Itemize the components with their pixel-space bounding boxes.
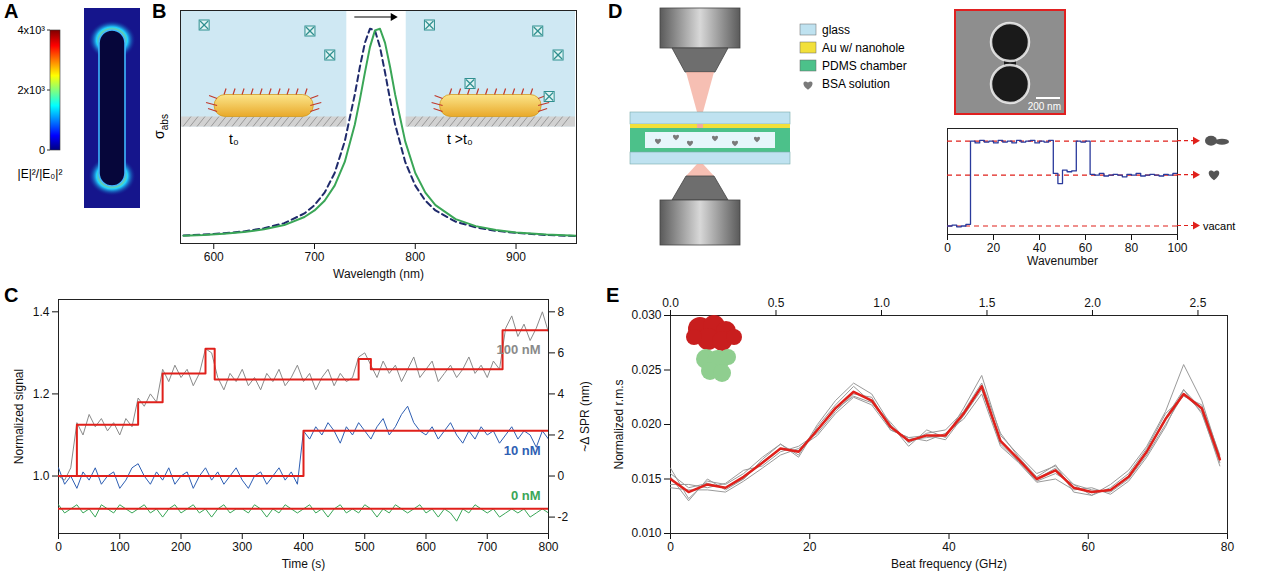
- svg-text:PDMS chamber: PDMS chamber: [822, 59, 907, 73]
- svg-text:1.5: 1.5: [979, 296, 996, 310]
- svg-text:D: D: [608, 0, 622, 22]
- svg-text:vacant: vacant: [1203, 220, 1235, 232]
- svg-text:Normalized r.m.s: Normalized r.m.s: [612, 379, 626, 469]
- svg-text:1.2: 1.2: [33, 387, 50, 401]
- svg-text:0.030: 0.030: [631, 308, 661, 322]
- svg-text:1.0: 1.0: [33, 469, 50, 483]
- svg-text:8: 8: [558, 305, 565, 319]
- svg-text:C: C: [4, 284, 18, 306]
- svg-text:40: 40: [1032, 241, 1047, 255]
- svg-text:Wavelength (nm): Wavelength (nm): [333, 267, 424, 281]
- svg-text:0.010: 0.010: [631, 526, 661, 540]
- svg-text:10 nM: 10 nM: [504, 443, 541, 458]
- svg-text:600: 600: [204, 250, 224, 264]
- svg-text:700: 700: [477, 540, 497, 554]
- svg-text:-2: -2: [558, 510, 569, 524]
- svg-text:0.5: 0.5: [768, 296, 785, 310]
- svg-text:60: 60: [1078, 241, 1093, 255]
- svg-text:20: 20: [803, 540, 817, 554]
- svg-text:~Δ SPR (nm): ~Δ SPR (nm): [578, 381, 592, 451]
- svg-text:1.4: 1.4: [33, 305, 50, 319]
- svg-text:2: 2: [558, 428, 565, 442]
- svg-text:Au w/ nanohole: Au w/ nanohole: [822, 41, 905, 55]
- svg-text:900: 900: [506, 250, 526, 264]
- svg-text:20: 20: [987, 241, 1001, 255]
- svg-text:B: B: [152, 0, 166, 22]
- svg-text:2x10³: 2x10³: [17, 84, 45, 96]
- svg-text:A: A: [4, 0, 18, 22]
- svg-text:300: 300: [232, 540, 252, 554]
- svg-text:700: 700: [304, 250, 324, 264]
- svg-text:Normalized signal: Normalized signal: [12, 369, 26, 464]
- svg-text:0.015: 0.015: [631, 472, 661, 486]
- svg-text:0.025: 0.025: [631, 363, 661, 377]
- svg-text:80: 80: [1125, 241, 1139, 255]
- svg-text:Time (s): Time (s): [282, 557, 326, 571]
- svg-text:200 nm: 200 nm: [1028, 101, 1061, 112]
- svg-text:t >t₀: t >t₀: [447, 131, 473, 147]
- svg-text:0 nM: 0 nM: [511, 488, 541, 503]
- svg-text:400: 400: [293, 540, 313, 554]
- svg-text:600: 600: [416, 540, 436, 554]
- svg-text:100 nM: 100 nM: [496, 342, 540, 357]
- svg-text:2.0: 2.0: [1084, 296, 1101, 310]
- svg-text:|E|²/|E₀|²: |E|²/|E₀|²: [18, 167, 63, 181]
- svg-text:80: 80: [1221, 540, 1235, 554]
- svg-text:6: 6: [558, 346, 565, 360]
- svg-text:4: 4: [558, 387, 565, 401]
- svg-text:4x10³: 4x10³: [17, 24, 45, 36]
- svg-text:800: 800: [405, 250, 425, 264]
- svg-text:E: E: [606, 284, 619, 306]
- svg-text:100: 100: [1167, 241, 1187, 255]
- svg-text:0: 0: [944, 241, 951, 255]
- svg-text:Beat frequency (GHz): Beat frequency (GHz): [891, 557, 1007, 571]
- svg-text:BSA solution: BSA solution: [822, 77, 890, 91]
- svg-text:100: 100: [110, 540, 130, 554]
- svg-text:800: 800: [538, 540, 558, 554]
- svg-text:40: 40: [942, 540, 956, 554]
- svg-text:0: 0: [667, 540, 674, 554]
- svg-text:0.0: 0.0: [662, 296, 679, 310]
- svg-text:0: 0: [558, 469, 565, 483]
- svg-text:2.5: 2.5: [1190, 296, 1207, 310]
- svg-text:σabs: σabs: [151, 114, 170, 139]
- svg-text:500: 500: [355, 540, 375, 554]
- svg-text:1.0: 1.0: [873, 296, 890, 310]
- svg-text:t₀: t₀: [229, 131, 239, 147]
- svg-text:Wavenumber: Wavenumber: [1027, 254, 1098, 268]
- svg-text:0.020: 0.020: [631, 417, 661, 431]
- svg-text:200: 200: [171, 540, 191, 554]
- svg-text:0: 0: [55, 540, 62, 554]
- svg-text:glass: glass: [822, 23, 850, 37]
- svg-text:0: 0: [39, 144, 45, 156]
- svg-text:60: 60: [1082, 540, 1096, 554]
